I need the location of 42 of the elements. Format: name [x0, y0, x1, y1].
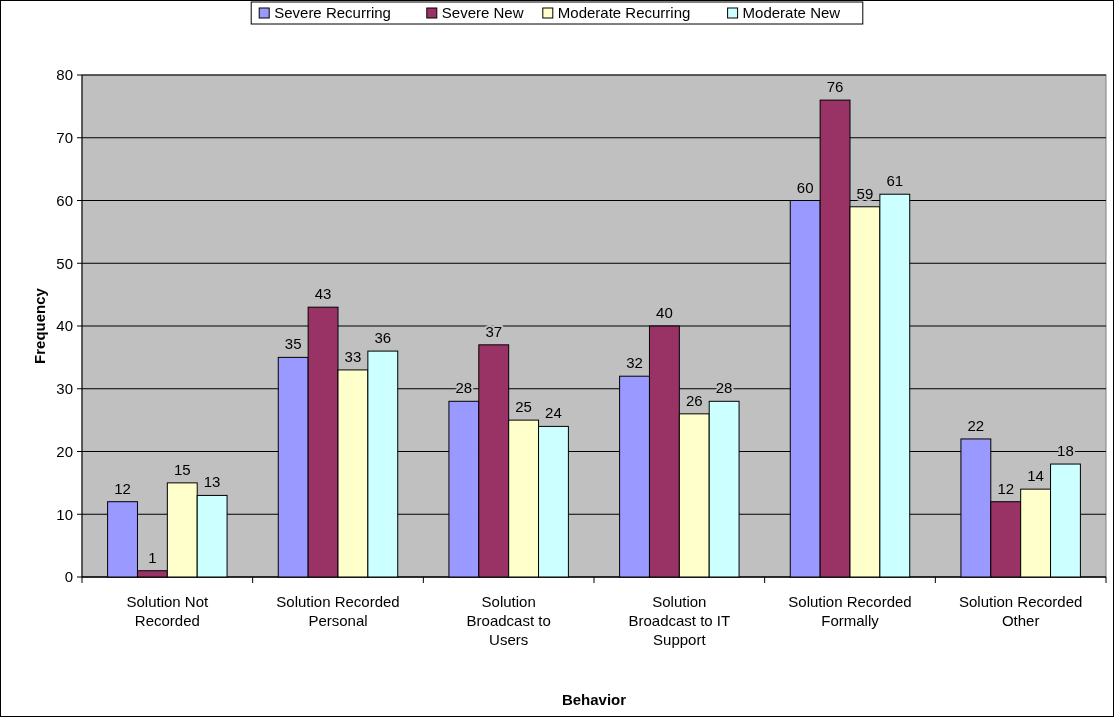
x-tick-label: Solution Recorded Other [958, 593, 1083, 629]
data-label: 14 [1027, 467, 1044, 485]
data-label: 40 [656, 304, 673, 321]
data-label: 37 [485, 322, 503, 340]
data-label: 1 [148, 548, 157, 566]
data-label: 22 [967, 416, 985, 434]
data-label: 43 [314, 285, 332, 303]
legend-label: Moderate New [742, 4, 841, 21]
data-label: 13 [203, 473, 221, 491]
data-label: 15 [173, 460, 191, 478]
x-tick-label: Solution Recorded Formally [788, 593, 912, 629]
data-label: 33 [344, 347, 362, 365]
data-label: 25 [515, 398, 532, 416]
x-tick-label: Solution Broadcast to Users [466, 593, 551, 648]
data-label: 60 [796, 178, 814, 196]
y-axis-title: Frequency [31, 287, 48, 364]
data-label: 24 [545, 404, 562, 422]
x-tick-label: Solution Not Recorded [126, 593, 210, 629]
data-label: 12 [997, 479, 1015, 497]
data-label: 35 [284, 335, 302, 353]
y-tick-label: 60 [56, 191, 73, 209]
data-label: 76 [826, 78, 844, 96]
y-tick-label: 30 [56, 380, 73, 397]
legend-label: Severe Recurring [274, 4, 391, 21]
y-tick-label: 10 [56, 505, 73, 523]
y-tick-label: 50 [56, 254, 73, 272]
data-label: 26 [685, 391, 703, 409]
y-tick-label: 20 [56, 442, 73, 460]
data-label: 36 [374, 329, 392, 347]
y-tick-label: 40 [56, 317, 73, 335]
legend-label: Moderate Recurring [557, 4, 691, 21]
x-tick-label: Solution Broadcast to IT Support [628, 593, 731, 648]
data-label: 32 [626, 354, 643, 372]
y-tick-label: 0 [64, 568, 73, 586]
legend-label: Severe New [441, 4, 524, 21]
data-label: 61 [886, 172, 904, 190]
data-label: 59 [856, 184, 874, 202]
x-tick-label: Solution Recorded Personal [276, 593, 400, 629]
y-tick-label: 70 [56, 129, 73, 146]
y-tick-label: 80 [56, 66, 73, 84]
x-axis-title: Behavior [561, 691, 627, 708]
data-label: 12 [114, 479, 131, 497]
